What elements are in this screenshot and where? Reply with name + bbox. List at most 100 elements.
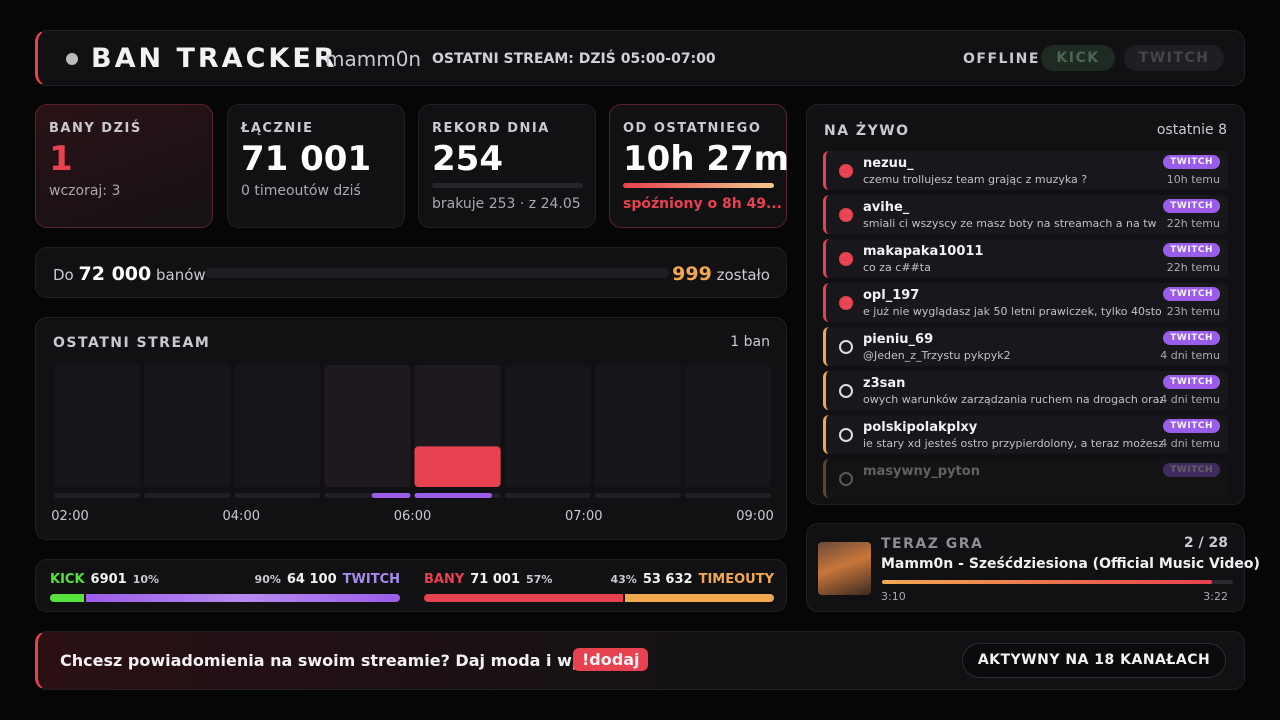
split-right: 43% 53 632 TIMEOUTY [610,572,774,587]
feed-time: 22h temu [1166,217,1220,230]
np-duration: 3:22 [1203,590,1228,603]
since-bar [623,183,774,188]
split: BANY 71 001 57% 43% 53 632 TIMEOUTY [424,572,774,602]
timeout-icon [839,384,853,398]
time-track [54,493,141,498]
stat-value: 71 001 [241,139,372,179]
bar-track [54,365,141,487]
bar-track [504,365,591,487]
command[interactable]: !dodaj [573,648,649,671]
split-b-pct: 43% [610,573,637,586]
feed-item: pieniu_69 @Jeden_z_Trzystu pykpyk2 TWITCH 4… [823,327,1228,366]
twitch-pill[interactable]: TWITCH [1124,45,1224,71]
footer-message: Chcesz powiadomienia na swoim streamie? … [60,651,608,670]
time-track [684,493,771,498]
feed-message: owych warunków zarządzania ruchem na dro… [863,393,1163,406]
platform-badge: TWITCH [1163,375,1220,389]
feed-time: 10h temu [1166,173,1220,186]
np-position: 2 / 28 [1183,535,1228,551]
stat-sub: brakuje 253 · z 24.05 [432,196,581,212]
split-b-pct: 90% [254,573,281,586]
bar-track [324,365,411,487]
x-tick-label: 07:00 [565,509,602,524]
stat-card: OD OSTATNIEGO 10h 27m spóźniony o 8h 49... [609,104,789,228]
split-a-value: 6901 [90,572,127,587]
album-art [818,542,871,595]
kick-pill[interactable]: KICK [1041,45,1115,71]
np-track [882,580,1233,584]
feed-message: @Jeden_z_Trzystu pykpyk2 [863,349,1011,362]
feed-user: pieniu_69 [863,332,934,347]
feed-item: polskipolakplxy ie stary xd jesteś ostro … [823,415,1228,454]
np-elapsed: 3:10 [881,590,906,603]
stat-value: 254 [432,139,503,179]
split-left: BANY 71 001 57% [424,572,552,587]
split-a-value: 71 001 [470,572,521,587]
timeout-icon [839,472,853,486]
stat-sub: spóźniony o 8h 49... [623,196,782,212]
x-tick-label: 09:00 [736,509,773,524]
bar-track [684,365,771,487]
platform-badge: TWITCH [1163,155,1220,169]
platform-badge: TWITCH [1163,243,1220,257]
feed-title: NA ŻYWO [824,123,910,139]
ban-icon [839,252,853,266]
stat-label: ŁĄCZNIE [241,121,314,136]
goal-text: Do 72 000 banów [53,263,206,285]
feed-item: masywny_pyton TWITCH [823,459,1228,498]
chart-card: OSTATNI STREAM 1 ban 02:00 04:00 06:00 07:0… [35,317,787,540]
timeout-icon [839,428,853,442]
stat-label: BANY DZIŚ [49,121,142,136]
feed-time: 4 dni temu [1160,349,1220,362]
np-label: TERAZ GRA [881,536,984,552]
bar-track [144,365,231,487]
feed-time: 4 dni temu [1160,437,1220,450]
feed-item: nezuu_ czemu trollujesz team grając z muz… [823,151,1228,190]
goal-target: 72 000 [78,263,152,285]
stat-sub: 0 timeoutów dziś [241,183,361,199]
channels: AKTYWNY NA 18 KANAŁACH [962,643,1226,678]
goal-remaining: 999 zostało [672,263,770,285]
feed-message: e już nie wyglądasz jak 50 letni prawicz… [863,305,1163,318]
bar-track [234,365,321,487]
stat-sub: wczoraj: 3 [49,183,121,199]
split-a-label: KICK [50,572,85,587]
x-tick-label: 02:00 [51,509,88,524]
feed-time: 22h temu [1166,261,1220,274]
feed-time: 23h temu [1166,305,1220,318]
ban-icon [839,164,853,178]
time-track [594,493,681,498]
stat-card: REKORD DNIA 254 brakuje 253 · z 24.05 [418,104,596,228]
platform-badge: TWITCH [1163,463,1220,477]
chart-title: OSTATNI STREAM [53,335,211,351]
feed-card: NA ŻYWO ostatnie 8 nezuu_ czemu trollujes… [806,104,1245,505]
platform-badge: TWITCH [1163,419,1220,433]
bar [414,446,501,487]
last-stream: OSTATNI STREAM: DZIŚ 05:00-07:00 [432,51,716,67]
feed-user: masywny_pyton [863,464,980,479]
split-right: 90% 64 100 TWITCH [255,572,400,587]
feed-user: nezuu_ [863,156,914,171]
chart-summary: 1 ban [730,334,770,350]
split-b-value: 64 100 [286,572,337,587]
split-b-label: TWITCH [342,572,400,587]
time-track [504,493,591,498]
feed-time: 4 dni temu [1160,393,1220,406]
ban-icon [839,208,853,222]
goal-track [205,268,669,278]
feed-item: makapaka10011 co za c##ta TWITCH 22h temu [823,239,1228,278]
feed-user: opl_197 [863,288,920,303]
feed-user: makapaka10011 [863,244,984,259]
timeout-icon [839,340,853,354]
feed-subtitle: ostatnie 8 [1156,122,1227,138]
remaining-label: zostało [716,266,770,284]
np-title: Mamm0n - Sześćdziesiona (Official Music … [881,556,1260,572]
stream-active [414,493,493,498]
record-track [432,183,583,188]
stat-card: ŁĄCZNIE 71 001 0 timeoutów dziś [227,104,405,228]
stream-active [371,493,411,498]
split-a-pct: 57% [526,573,553,586]
feed-user: polskipolakplxy [863,420,978,435]
